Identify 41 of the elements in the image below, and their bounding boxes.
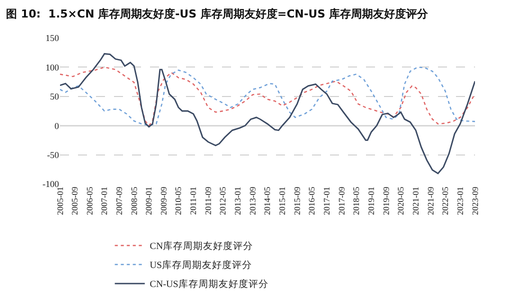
legend-label: CN库存周期友好度评分 xyxy=(150,240,254,252)
x-tick-label: 2007-09 xyxy=(114,186,124,216)
x-tick-label: 2012-05 xyxy=(218,186,228,216)
x-tick-label: 2015-09 xyxy=(292,186,302,216)
x-tick-label: 2015-01 xyxy=(277,186,288,216)
x-tick-label: 2021-09 xyxy=(425,186,436,216)
legend-label: CN-US库存周期友好度评分 xyxy=(150,278,268,290)
y-tick-label: -50 xyxy=(47,150,60,160)
x-tick-label: 2019-09 xyxy=(380,186,391,216)
x-tick-label: 2019-01 xyxy=(366,186,376,216)
x-tick-label: 2011-01 xyxy=(188,186,198,215)
x-tick-label: 2005-01 xyxy=(54,186,65,216)
x-tick-label: 2018-05 xyxy=(351,186,362,216)
x-tick-label: 2007-01 xyxy=(99,186,110,216)
x-tick-label: 2009-09 xyxy=(158,186,168,216)
chart-title: 图 10: 1.5×CN 库存周期友好度-US 库存周期友好度=CN-US 库存周期友好度评分 xyxy=(6,7,430,20)
x-tick-label: 2022-05 xyxy=(440,186,450,216)
x-tick-label: 2013-09 xyxy=(247,186,258,216)
x-tick-label: 2008-05 xyxy=(128,186,139,216)
line-series xyxy=(60,53,475,174)
x-tick-label: 2023-01 xyxy=(454,186,465,216)
x-tick-label: 2014-05 xyxy=(262,186,272,216)
y-tick-label: 0 xyxy=(54,120,60,131)
x-tick-label: 2021-01 xyxy=(410,186,421,216)
y-tick-label: 100 xyxy=(46,62,60,72)
x-tick-label: 2005-09 xyxy=(70,186,80,216)
x-tick-label: 2009-01 xyxy=(144,186,154,216)
y-tick-label: 50 xyxy=(50,92,60,102)
x-tick-label: 2010-05 xyxy=(173,186,184,216)
x-tick-label: 2020-05 xyxy=(396,186,406,216)
x-tick-label: 2006-05 xyxy=(84,186,94,216)
x-tick-label: 2011-09 xyxy=(202,186,213,215)
y-tick-label: -100 xyxy=(42,179,60,190)
x-tick-label: 2017-01 xyxy=(322,186,332,216)
x-tick-label: 2017-09 xyxy=(336,186,346,216)
legend-label: US库存周期友好度评分 xyxy=(150,259,252,272)
x-tick-label: 2013-01 xyxy=(232,186,243,216)
x-tick-label: 2023-09 xyxy=(470,186,480,216)
line-series xyxy=(60,66,475,126)
x-tick-label: 2016-05 xyxy=(306,186,317,216)
y-tick-label: 150 xyxy=(46,33,60,44)
